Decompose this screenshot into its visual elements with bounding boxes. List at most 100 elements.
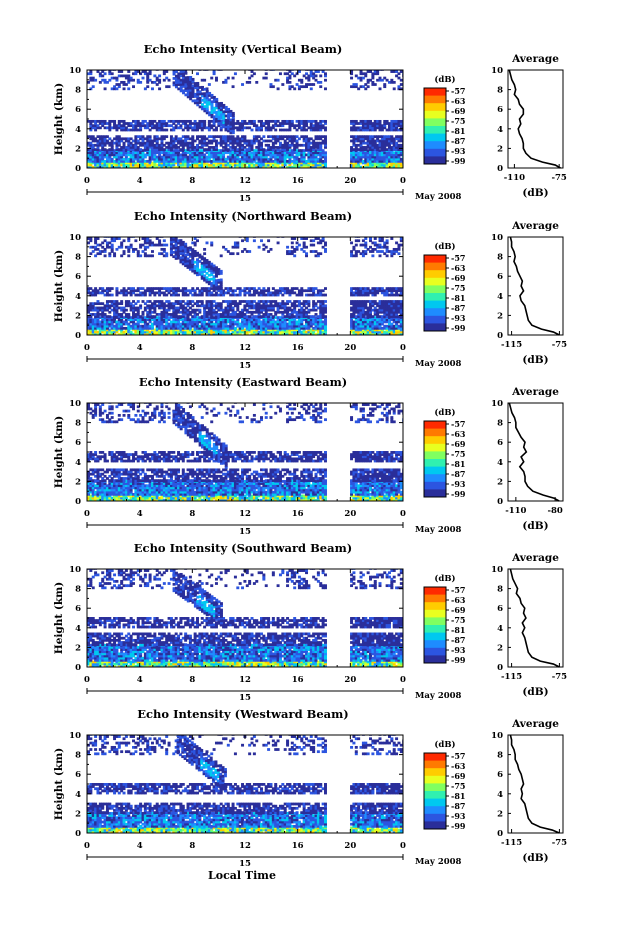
heatmap-cell xyxy=(155,326,159,330)
heatmap-cell xyxy=(319,302,323,306)
heatmap-cell xyxy=(184,153,188,157)
heatmap-cell xyxy=(395,324,399,328)
heatmap-cell xyxy=(101,324,105,328)
heatmap-cell xyxy=(129,308,133,312)
heatmap-cell xyxy=(395,308,399,312)
x-tick-label: 12 xyxy=(239,176,251,186)
heatmap-cell xyxy=(96,135,100,139)
heatmap-cell xyxy=(117,151,121,155)
heatmap-cell xyxy=(354,139,358,143)
heatmap-cell xyxy=(124,74,128,78)
heatmap-cell xyxy=(148,289,152,293)
heatmap-cell xyxy=(312,320,316,324)
heatmap-cell xyxy=(350,289,354,293)
heatmap-cell xyxy=(179,322,183,326)
heatmap-cell xyxy=(196,122,199,125)
heatmap-cell xyxy=(101,137,105,141)
plume-cell xyxy=(182,74,186,78)
heatmap-cell xyxy=(212,289,216,293)
heatmap-cell xyxy=(167,330,171,334)
heatmap-cell xyxy=(203,161,207,165)
heatmap-cell xyxy=(376,126,380,130)
heatmap-cell xyxy=(361,320,365,324)
heatmap-cell xyxy=(373,151,377,155)
heatmap-cell xyxy=(89,328,93,332)
heatmap-cell xyxy=(146,310,150,314)
heatmap-cell xyxy=(136,318,140,322)
heatmap-cell xyxy=(186,332,190,335)
plume-cell xyxy=(224,114,228,118)
heatmap-cell xyxy=(369,315,372,318)
heatmap-cell xyxy=(165,122,169,125)
heatmap-cell xyxy=(188,330,192,334)
heatmap-cell xyxy=(271,153,275,157)
heatmap-cell xyxy=(312,148,316,151)
heatmap-cell xyxy=(312,291,316,295)
heatmap-cell xyxy=(264,328,268,332)
plume-cell xyxy=(186,76,190,79)
heatmap-cell xyxy=(264,308,268,312)
heatmap-cell xyxy=(307,308,311,312)
heatmap-cell xyxy=(160,328,164,332)
heatmap-cell xyxy=(309,320,313,324)
heatmap-cell xyxy=(385,287,389,290)
heatmap-cell xyxy=(87,155,90,159)
heatmap-cell xyxy=(143,332,147,335)
heatmap-cell xyxy=(153,139,157,143)
heatmap-cell xyxy=(186,308,190,312)
heatmap-cell xyxy=(113,313,117,316)
heatmap-cell xyxy=(231,141,235,145)
heatmap-cell xyxy=(193,291,197,295)
heatmap-cell xyxy=(103,119,107,123)
heatmap-cell xyxy=(129,143,133,147)
heatmap-cell xyxy=(359,291,363,295)
heatmap-cell xyxy=(359,308,363,312)
heatmap-cell xyxy=(278,318,282,322)
heatmap-cell xyxy=(146,124,150,128)
heatmap-cell xyxy=(146,151,150,155)
heatmap-cell xyxy=(288,157,292,161)
heatmap-cell xyxy=(162,153,166,157)
heatmap-cell xyxy=(108,157,112,161)
heatmap-cell xyxy=(155,291,159,295)
heatmap-cell xyxy=(283,135,287,139)
heatmap-cell xyxy=(281,83,285,86)
heatmap-cell xyxy=(210,119,214,123)
heatmap-cell xyxy=(165,161,169,165)
heatmap-cell xyxy=(354,304,358,308)
heatmap-cell xyxy=(87,157,90,161)
heatmap-cell xyxy=(115,124,119,128)
heatmap-cell xyxy=(378,78,382,82)
heatmap-cell xyxy=(98,143,102,147)
heatmap-cell xyxy=(309,322,313,326)
heatmap-cell xyxy=(319,330,323,334)
heatmap-cell xyxy=(155,316,159,319)
heatmap-cell xyxy=(219,304,223,308)
heatmap-cell xyxy=(115,304,119,308)
heatmap-cell xyxy=(169,320,173,324)
heatmap-cell xyxy=(134,293,138,297)
heatmap-cell xyxy=(283,148,287,151)
heatmap-cell xyxy=(141,124,145,128)
heatmap-cell xyxy=(260,126,263,130)
heatmap-cell xyxy=(369,322,372,326)
heatmap-cell xyxy=(172,137,176,141)
heatmap-cell xyxy=(146,85,150,89)
heatmap-cell xyxy=(376,330,380,334)
heatmap-cell xyxy=(231,313,235,316)
heatmap-cell xyxy=(238,313,242,316)
heatmap-cell xyxy=(203,332,207,335)
plume-cell xyxy=(224,127,228,131)
heatmap-cell xyxy=(309,124,313,128)
heatmap-cell xyxy=(366,330,370,334)
heatmap-cell xyxy=(174,135,178,139)
heatmap-cell xyxy=(250,306,254,310)
heatmap-cell xyxy=(295,328,299,332)
heatmap-cell xyxy=(214,315,218,318)
heatmap-cell xyxy=(350,76,354,80)
heatmap-cell xyxy=(399,151,403,155)
heatmap-cell xyxy=(262,148,266,151)
heatmap-cell xyxy=(94,143,98,147)
heatmap-cell xyxy=(255,165,259,168)
heatmap-cell xyxy=(354,163,358,167)
